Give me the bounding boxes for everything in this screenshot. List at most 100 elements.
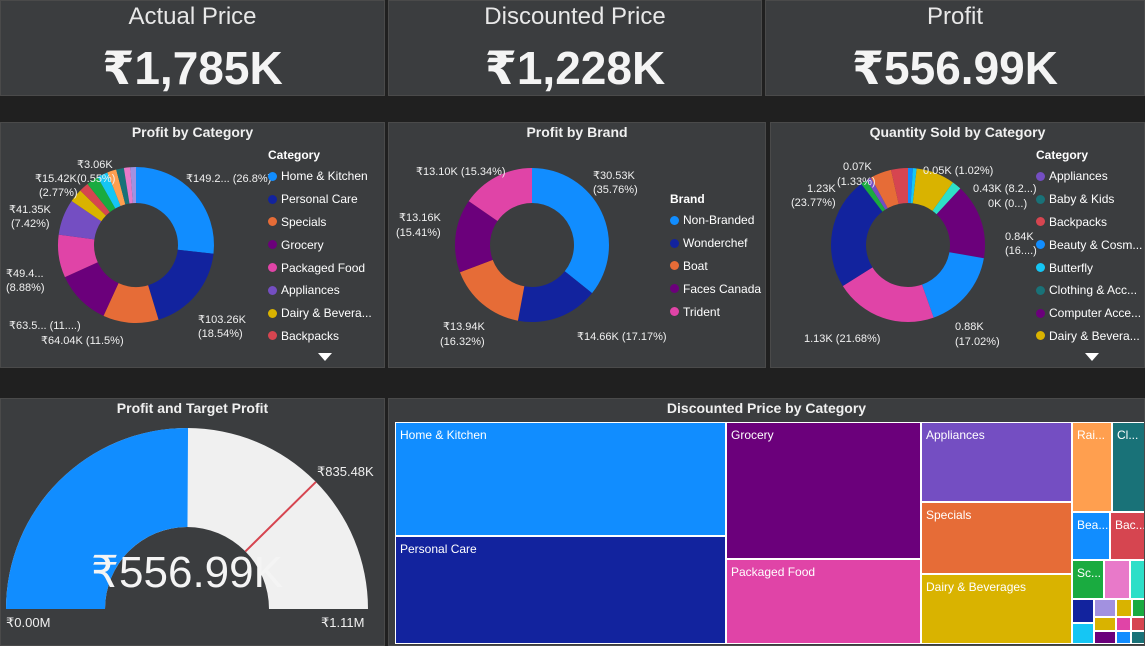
profit-by-category-panel[interactable]: Profit by Category ₹149.2... (26.8%) ₹10… bbox=[0, 122, 385, 368]
treemap-cell-small[interactable] bbox=[1131, 631, 1144, 644]
donut-slice-other-4[interactable] bbox=[116, 167, 130, 205]
legend-item[interactable]: Backpacks bbox=[1036, 211, 1142, 234]
treemap-cell-personal-care[interactable]: Personal Care bbox=[395, 536, 726, 644]
legend-label: Dairy & Bevera... bbox=[281, 306, 372, 321]
donut-slice-home-kitchen[interactable] bbox=[136, 167, 214, 254]
donut-slice-butterfly[interactable] bbox=[910, 168, 917, 204]
quantity-by-category-panel[interactable]: Quantity Sold by Category 0.07K (1.33%) … bbox=[770, 122, 1145, 368]
treemap-cell-home-kitchen[interactable]: Home & Kitchen bbox=[395, 422, 726, 536]
donut-slice-grocery[interactable] bbox=[936, 188, 985, 259]
legend-item[interactable]: Clothing & Acc... bbox=[1036, 279, 1142, 302]
treemap-cell-small[interactable] bbox=[1116, 617, 1131, 631]
legend-item[interactable]: Wonderchef bbox=[670, 232, 761, 255]
donut-slice-packaged[interactable] bbox=[842, 267, 934, 322]
gauge-fill[interactable] bbox=[6, 428, 189, 609]
legend-item[interactable]: Home & Kitchen bbox=[268, 165, 372, 188]
donut-slice-grocery[interactable] bbox=[64, 262, 119, 316]
donut-slice-boat[interactable] bbox=[459, 259, 525, 321]
donut-slice-beauty[interactable] bbox=[908, 168, 913, 204]
donut-slice-faces-canada[interactable] bbox=[455, 201, 498, 273]
treemap-cell-small[interactable] bbox=[1132, 599, 1144, 617]
legend-item[interactable]: Backpacks bbox=[268, 325, 372, 348]
legend-item[interactable]: Personal Care bbox=[268, 188, 372, 211]
donut-slice-baby[interactable] bbox=[861, 180, 886, 212]
quantity-by-category-donut[interactable] bbox=[771, 123, 1145, 368]
donut-slice-other-6[interactable] bbox=[130, 167, 136, 204]
donut-slice-specials[interactable] bbox=[870, 169, 899, 209]
profit-by-brand-donut[interactable] bbox=[389, 123, 766, 368]
donut-slice-other-1[interactable] bbox=[87, 177, 116, 213]
profit-by-category-donut[interactable] bbox=[1, 123, 385, 368]
legend-label: Faces Canada bbox=[683, 281, 762, 296]
treemap-cell-small[interactable] bbox=[1072, 623, 1094, 644]
treemap-cell-small[interactable] bbox=[1116, 631, 1131, 644]
treemap-cell-small[interactable] bbox=[1131, 617, 1144, 631]
legend-item[interactable]: Faces Canada bbox=[670, 277, 761, 300]
legend-item[interactable]: Boat bbox=[670, 255, 761, 278]
treemap-cell-bea[interactable]: Bea... bbox=[1072, 512, 1110, 560]
treemap-cell-small[interactable] bbox=[1130, 560, 1144, 599]
donut-slice-home[interactable] bbox=[921, 252, 984, 318]
kpi-actual-price-card[interactable]: Actual Price ₹1,785K bbox=[0, 0, 385, 96]
donut-slice-specials[interactable] bbox=[103, 283, 159, 323]
legend-item[interactable]: Appliances bbox=[268, 279, 372, 302]
legend-item[interactable]: Non-Branded bbox=[670, 209, 761, 232]
donut-slice-personal[interactable] bbox=[831, 183, 883, 287]
treemap-cell-cl[interactable]: Cl... bbox=[1112, 422, 1144, 512]
treemap-cell-small[interactable] bbox=[1094, 599, 1116, 617]
donut-slice-appliances[interactable] bbox=[58, 200, 102, 240]
donut-label: 1.23K bbox=[807, 183, 836, 195]
profit-gauge[interactable] bbox=[1, 399, 385, 646]
donut-slice-backpacks[interactable] bbox=[890, 168, 908, 205]
donut-slice-appliances[interactable] bbox=[866, 177, 888, 210]
treemap-cell-bac[interactable]: Bac... bbox=[1110, 512, 1144, 560]
legend-scroll-down-icon[interactable] bbox=[1085, 353, 1099, 361]
donut-slice-personal-care[interactable] bbox=[148, 249, 214, 320]
treemap-cell-packaged-food[interactable]: Packaged Food bbox=[726, 559, 921, 644]
legend-item[interactable]: Packaged Food bbox=[268, 256, 372, 279]
treemap-cell-rai[interactable]: Rai... bbox=[1072, 422, 1112, 512]
donut-slice-backpacks[interactable] bbox=[80, 183, 110, 216]
kpi-discounted-price-card[interactable]: Discounted Price ₹1,228K bbox=[388, 0, 762, 96]
donut-slice-non-branded[interactable] bbox=[532, 168, 609, 294]
donut-slice-dairy-beverages[interactable] bbox=[71, 190, 106, 222]
donut-slice-other-3[interactable] bbox=[107, 169, 126, 206]
legend-item[interactable]: Dairy & Bevera... bbox=[268, 302, 372, 325]
treemap-cell-small[interactable] bbox=[1116, 599, 1132, 617]
legend-item[interactable]: Trident bbox=[670, 300, 761, 323]
profit-target-gauge-panel[interactable]: Profit and Target Profit ₹556.99K ₹835.4… bbox=[0, 398, 385, 646]
donut-slice-dairy[interactable] bbox=[912, 168, 953, 211]
donut-label: ₹41.35K bbox=[9, 204, 51, 216]
legend-item[interactable]: Baby & Kids bbox=[1036, 188, 1142, 211]
treemap-cell-small[interactable] bbox=[1104, 560, 1130, 599]
legend-item[interactable]: Computer Acce... bbox=[1036, 302, 1142, 325]
donut-slice-other-2[interactable] bbox=[97, 172, 121, 209]
legend-item[interactable]: Appliances bbox=[1036, 165, 1142, 188]
discounted-price-treemap-panel[interactable]: Discounted Price by Category Home & Kitc… bbox=[388, 398, 1145, 646]
donut-label: ₹13.94K bbox=[443, 321, 485, 333]
treemap-cell-specials[interactable]: Specials bbox=[921, 502, 1072, 574]
treemap-cell-small[interactable] bbox=[1094, 617, 1116, 631]
treemap-cell-dairy-beverages[interactable]: Dairy & Beverages bbox=[921, 574, 1072, 644]
donut-slice-other-5[interactable] bbox=[123, 167, 133, 204]
legend-scroll-down-icon[interactable] bbox=[318, 353, 332, 361]
treemap-cell-grocery[interactable]: Grocery bbox=[726, 422, 921, 559]
donut-slice-wonderchef[interactable] bbox=[517, 271, 593, 322]
treemap-cell-small[interactable] bbox=[1072, 599, 1094, 623]
treemap-cell-small[interactable] bbox=[1094, 631, 1116, 644]
treemap-cell-sc[interactable]: Sc... bbox=[1072, 560, 1104, 599]
legend-label: Clothing & Acc... bbox=[1049, 283, 1138, 298]
donut-label: 0K (0...) bbox=[988, 198, 1028, 210]
treemap-cell-appliances[interactable]: Appliances bbox=[921, 422, 1072, 502]
kpi-profit-card[interactable]: Profit ₹556.99K bbox=[765, 0, 1145, 96]
donut-slice-trident[interactable] bbox=[468, 168, 532, 222]
donut-slice-clothing[interactable] bbox=[932, 182, 961, 215]
donut-slice-packaged-food[interactable] bbox=[57, 234, 98, 278]
legend-item[interactable]: Dairy & Bevera... bbox=[1036, 325, 1142, 348]
legend-item[interactable]: Butterfly bbox=[1036, 256, 1142, 279]
legend-item[interactable]: Specials bbox=[268, 211, 372, 234]
legend-item[interactable]: Grocery bbox=[268, 233, 372, 256]
donut-label: (8.88%) bbox=[6, 282, 45, 294]
legend-item[interactable]: Beauty & Cosm... bbox=[1036, 233, 1142, 256]
profit-by-brand-panel[interactable]: Profit by Brand ₹30.53K (35.76%) ₹14.66K… bbox=[388, 122, 766, 368]
